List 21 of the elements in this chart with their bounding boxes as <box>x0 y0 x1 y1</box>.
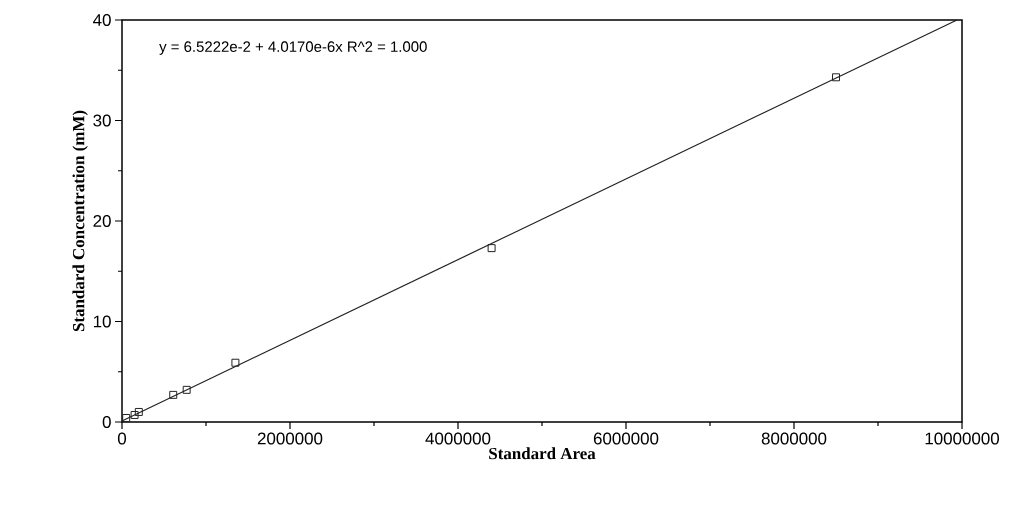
y-axis-title: Standard Concentration (mM) <box>72 110 88 332</box>
point <box>182 385 191 394</box>
x-tick-label: 10000000 <box>925 432 1000 445</box>
x-tick-label: 8000000 <box>761 432 827 445</box>
point <box>130 410 139 419</box>
point <box>231 358 240 367</box>
y-tick-label: 20 <box>93 215 111 227</box>
y-tick-label: 0 <box>102 416 111 428</box>
point <box>487 244 496 253</box>
point <box>134 407 143 416</box>
x-tick-label: 2000000 <box>257 432 323 445</box>
annotation: y = 6.5222e-2 + 4.0170e-6x R^2 = 1.000 <box>159 41 427 55</box>
x-tick-label: 0 <box>117 432 127 445</box>
y-tick-label: 40 <box>93 14 111 26</box>
x-axis-title: Standard Area <box>489 447 596 460</box>
x-tick-label: 4000000 <box>425 432 491 445</box>
y-tick-label: 30 <box>93 114 111 127</box>
point <box>832 73 840 82</box>
y-tick-label: 10 <box>93 315 111 328</box>
point <box>169 390 178 399</box>
x-tick-label: 6000000 <box>593 432 659 445</box>
